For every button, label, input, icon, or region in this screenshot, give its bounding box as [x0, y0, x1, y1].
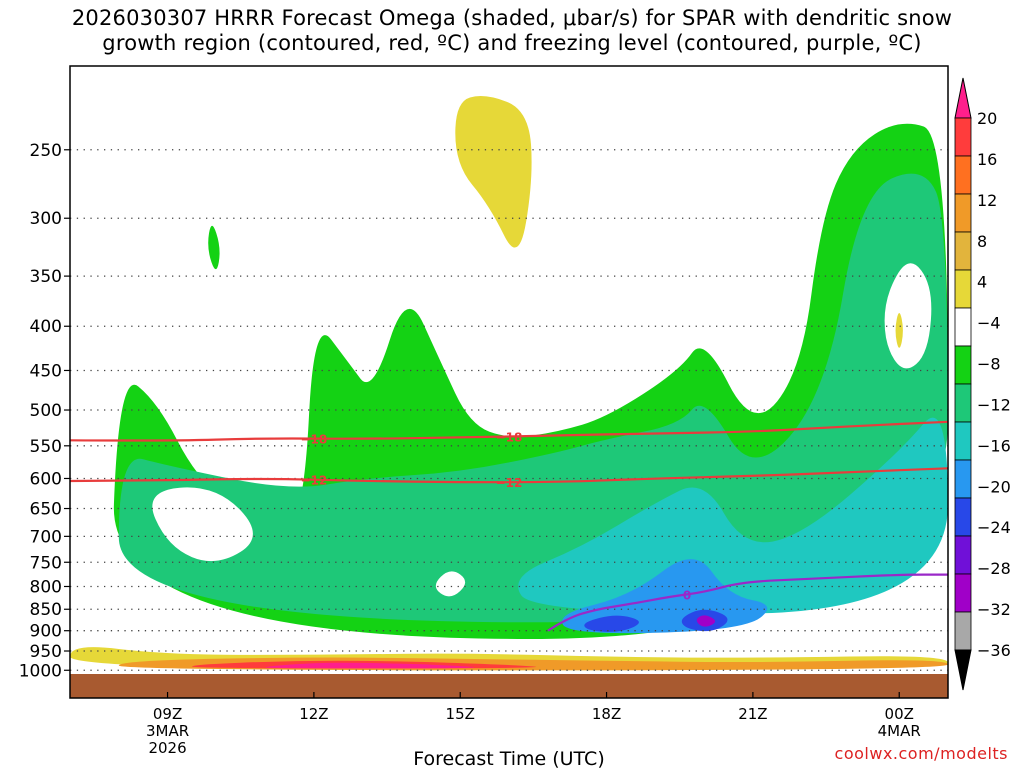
colorbar-label: −24 [977, 518, 1011, 537]
x-tick-label: 18Z [592, 705, 621, 723]
white-clear-gap-b [435, 571, 466, 597]
colorbar-label: 20 [977, 109, 997, 128]
x-tick-label: 15Z [446, 705, 475, 723]
temperature-contours: −18 −18 −12 −12 0 [69, 420, 949, 632]
yellow-sinking-small [895, 312, 903, 348]
colorbar-bin [954, 345, 972, 385]
colorbar-label: −8 [977, 355, 1001, 374]
x-tick-date: 3MAR [146, 722, 189, 740]
title-line-2: growth region (contoured, red, ºC) and f… [102, 31, 922, 55]
y-tick-label: 250 [30, 141, 62, 161]
dendritic-bottom-line [69, 467, 949, 484]
y-axis-ticks: 2503003504004505005506006507007508008509… [19, 141, 70, 681]
dendritic-top-label: −18 [496, 430, 523, 444]
dendritic-top-line [69, 420, 949, 442]
y-tick-label: 300 [30, 209, 62, 229]
freezing-level-line [547, 573, 948, 632]
colorbar-label: 4 [977, 273, 987, 292]
yellow-sinking-upper [455, 96, 532, 248]
colorbar-label: −16 [977, 436, 1011, 455]
colorbar-label: 12 [977, 191, 997, 210]
plot-frame [69, 65, 949, 699]
y-tick-label: 500 [30, 401, 62, 421]
colorbar-bin [954, 155, 972, 195]
dendritic-bottom-label: −12 [301, 474, 328, 488]
x-tick-date: 4MAR [878, 722, 921, 740]
y-tick-label: 750 [30, 553, 62, 573]
y-tick-label: 800 [30, 577, 62, 597]
y-tick-label: 400 [30, 317, 62, 337]
colorbar-bin [954, 497, 972, 537]
x-axis-label: Forecast Time (UTC) [413, 748, 604, 768]
x-tick-label: 12Z [299, 705, 328, 723]
x-tick-date: 2026 [148, 739, 186, 757]
colorbar-bin [954, 459, 972, 499]
y-tick-label: 950 [30, 642, 62, 662]
colorbar-label: −28 [977, 559, 1011, 578]
colorbar-bin [954, 611, 972, 651]
colorbar-bin [954, 117, 972, 157]
colorbar-bin [954, 383, 972, 423]
y-tick-label: 650 [30, 500, 62, 520]
teal-lift-band [118, 173, 949, 623]
sinking-sfc-layer-magenta [265, 662, 475, 669]
y-tick-label: 900 [30, 622, 62, 642]
colorbar-bin [954, 269, 972, 309]
chart-title: 2026030307 HRRR Forecast Omega (shaded, … [0, 6, 1024, 56]
navy-lift-core-a [584, 615, 639, 632]
colorbar-label: 16 [977, 150, 997, 169]
title-line-1: 2026030307 HRRR Forecast Omega (shaded, … [71, 6, 953, 30]
colorbar-label: 8 [977, 232, 987, 251]
cyan-lift-core [518, 417, 948, 614]
y-tick-label: 850 [30, 600, 62, 620]
source-credit: coolwx.com/modelts [834, 744, 1008, 763]
colorbar-bin [954, 535, 972, 575]
colorbar-label: −4 [977, 314, 1001, 333]
white-clear-gap-c [884, 263, 932, 369]
colorbar-label: −20 [977, 477, 1011, 496]
omega-shading [70, 96, 949, 671]
colorbar-label: −36 [977, 641, 1011, 660]
x-tick-label: 00Z [885, 705, 914, 723]
y-tick-label: 1000 [19, 661, 62, 681]
colorbar-bin [954, 307, 972, 347]
y-tick-label: 350 [30, 267, 62, 287]
colorbar-top-cap [954, 77, 972, 119]
purple-lift-core [696, 615, 716, 627]
ground-below-surface [70, 674, 948, 698]
white-clear-gap-a [152, 487, 253, 562]
colorbar-label: −32 [977, 600, 1011, 619]
colorbar-bin [954, 231, 972, 271]
colorbar-bin [954, 421, 972, 461]
dendritic-bottom-label: −12 [496, 476, 523, 490]
colorbar-label: −12 [977, 395, 1011, 414]
colorbar-bottom-cap [954, 649, 972, 691]
colorbar-bin [954, 573, 972, 613]
x-tick-label: 09Z [153, 705, 182, 723]
y-tick-label: 550 [30, 437, 62, 457]
y-tick-label: 450 [30, 361, 62, 381]
x-tick-label: 21Z [738, 705, 767, 723]
y-tick-label: 700 [30, 527, 62, 547]
freezing-level-label: 0 [683, 588, 691, 602]
dendritic-top-label: −18 [301, 433, 328, 447]
y-tick-label: 600 [30, 469, 62, 489]
colorbar-bin [954, 193, 972, 233]
green-upper-spike [208, 225, 220, 270]
omega-colorbar: 20 16 12 8 4 −4 −8 −12 −16 −20 −24 −28 −32 −36 [954, 77, 1011, 691]
